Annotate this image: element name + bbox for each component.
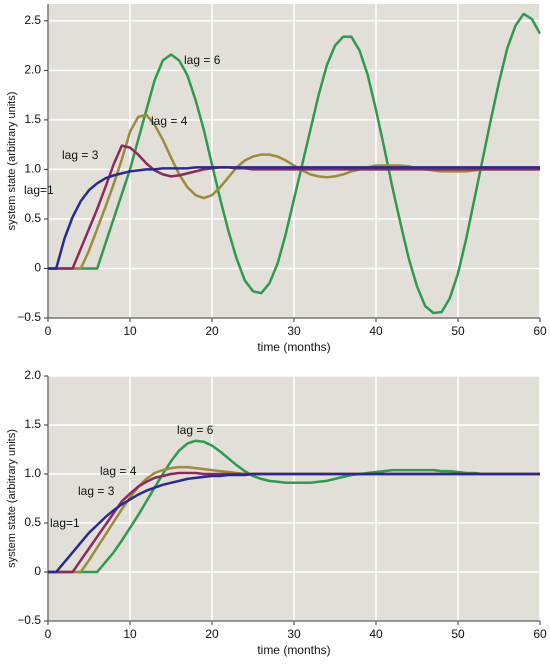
x-tick-label: 50: [451, 324, 465, 338]
series-label: lag = 6: [184, 53, 221, 67]
y-tick-label: 1.0: [24, 162, 41, 176]
x-tick-label: 60: [533, 324, 547, 338]
y-tick-label: 2.5: [24, 13, 41, 27]
y-tick-label: 0: [34, 261, 41, 275]
series-label: lag = 4: [100, 464, 137, 478]
y-axis-label: system state (arbitrary units): [6, 429, 18, 568]
series-line: [48, 166, 540, 270]
y-tick-label: 2.0: [24, 368, 41, 382]
y-tick-label: 1.5: [24, 112, 41, 126]
series-label: lag = 4: [151, 114, 188, 128]
series-line: [48, 439, 540, 574]
series-line: [48, 144, 540, 270]
y-tick-label: 0: [34, 564, 41, 578]
series-label: lag = 3: [62, 148, 99, 162]
series-label: lag=1: [50, 516, 80, 530]
x-tick-label: 0: [45, 324, 52, 338]
x-tick-label: 20: [205, 324, 219, 338]
x-tick-label: 50: [451, 627, 465, 641]
x-tick-label: 0: [45, 627, 52, 641]
series-label: lag = 3: [78, 484, 115, 498]
x-axis-label: time (months): [257, 643, 330, 657]
x-tick-label: 60: [533, 627, 547, 641]
x-tick-label: 10: [123, 627, 137, 641]
x-tick-label: 20: [205, 627, 219, 641]
x-tick-label: 30: [287, 627, 301, 641]
y-tick-label: 1.5: [24, 417, 41, 431]
x-tick-label: 40: [369, 627, 383, 641]
y-tick-label: 2.0: [24, 63, 41, 77]
series-label: lag=1: [24, 183, 54, 197]
series-label: lag = 6: [177, 423, 214, 437]
series-line: [48, 472, 540, 574]
y-tick-label: 0.5: [24, 211, 41, 225]
x-tick-label: 30: [287, 324, 301, 338]
series-line: [48, 12, 542, 315]
series-line: [48, 113, 540, 270]
x-tick-label: 10: [123, 324, 137, 338]
x-tick-label: 40: [369, 324, 383, 338]
y-tick-label: 1.0: [24, 466, 41, 480]
y-tick-label: −0.5: [17, 613, 41, 627]
y-axis-label: system state (arbitrary units): [6, 92, 18, 231]
y-tick-label: 0.5: [24, 515, 41, 529]
x-axis-label: time (months): [257, 340, 330, 354]
y-tick-label: −0.5: [17, 310, 41, 324]
